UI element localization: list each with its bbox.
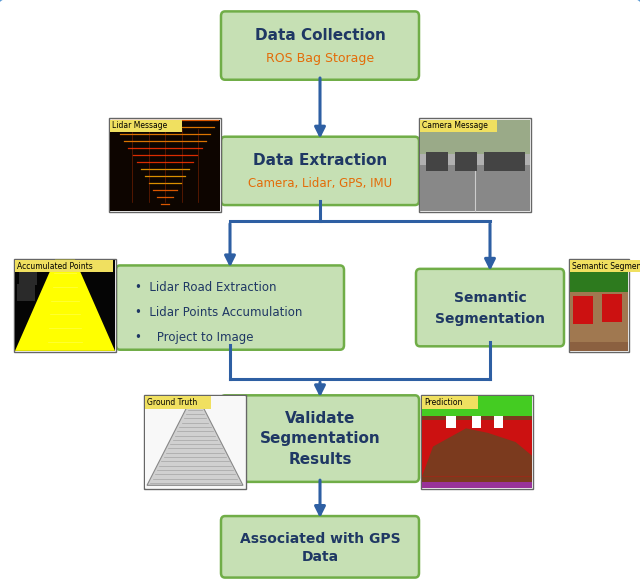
FancyBboxPatch shape bbox=[570, 292, 628, 342]
Text: Data: Data bbox=[301, 550, 339, 564]
Text: Prediction: Prediction bbox=[424, 398, 462, 407]
Text: Segmentation: Segmentation bbox=[260, 431, 380, 446]
Text: Ground Truth: Ground Truth bbox=[147, 398, 197, 407]
Text: Lidar Message: Lidar Message bbox=[112, 121, 167, 130]
Text: Segmentation: Segmentation bbox=[435, 312, 545, 326]
FancyBboxPatch shape bbox=[221, 12, 419, 80]
FancyBboxPatch shape bbox=[17, 284, 35, 301]
FancyBboxPatch shape bbox=[145, 396, 245, 487]
FancyBboxPatch shape bbox=[570, 260, 628, 292]
Text: Data Extraction: Data Extraction bbox=[253, 153, 387, 168]
Text: Data Collection: Data Collection bbox=[255, 28, 385, 43]
FancyBboxPatch shape bbox=[421, 395, 533, 489]
FancyBboxPatch shape bbox=[110, 120, 182, 132]
FancyBboxPatch shape bbox=[484, 152, 506, 171]
Text: Camera Message: Camera Message bbox=[422, 121, 488, 130]
FancyBboxPatch shape bbox=[420, 120, 530, 211]
FancyBboxPatch shape bbox=[455, 152, 477, 171]
FancyBboxPatch shape bbox=[144, 395, 246, 489]
FancyBboxPatch shape bbox=[602, 295, 622, 322]
FancyBboxPatch shape bbox=[472, 415, 481, 428]
FancyBboxPatch shape bbox=[502, 152, 525, 171]
Text: Results: Results bbox=[288, 451, 352, 467]
FancyBboxPatch shape bbox=[15, 260, 115, 351]
FancyBboxPatch shape bbox=[116, 266, 344, 350]
Polygon shape bbox=[422, 428, 532, 476]
FancyBboxPatch shape bbox=[420, 165, 530, 211]
FancyBboxPatch shape bbox=[221, 395, 419, 482]
FancyBboxPatch shape bbox=[19, 269, 37, 285]
FancyBboxPatch shape bbox=[419, 119, 531, 212]
FancyBboxPatch shape bbox=[416, 269, 564, 346]
FancyBboxPatch shape bbox=[569, 259, 629, 352]
Text: ROS Bag Storage: ROS Bag Storage bbox=[266, 52, 374, 64]
FancyBboxPatch shape bbox=[145, 396, 211, 409]
Text: Validate: Validate bbox=[285, 411, 355, 426]
Text: •  Lidar Points Accumulation: • Lidar Points Accumulation bbox=[135, 306, 302, 318]
Text: Semantic: Semantic bbox=[454, 292, 526, 306]
FancyBboxPatch shape bbox=[446, 415, 456, 428]
FancyBboxPatch shape bbox=[422, 396, 532, 487]
FancyBboxPatch shape bbox=[420, 120, 530, 154]
FancyBboxPatch shape bbox=[110, 120, 220, 211]
FancyBboxPatch shape bbox=[422, 420, 532, 476]
FancyBboxPatch shape bbox=[422, 396, 478, 409]
Text: •    Project to Image: • Project to Image bbox=[135, 331, 253, 344]
Text: Associated with GPS: Associated with GPS bbox=[240, 532, 400, 546]
Polygon shape bbox=[147, 399, 243, 485]
FancyBboxPatch shape bbox=[573, 296, 593, 324]
FancyBboxPatch shape bbox=[422, 396, 532, 417]
FancyBboxPatch shape bbox=[493, 415, 504, 428]
FancyBboxPatch shape bbox=[420, 120, 497, 132]
FancyBboxPatch shape bbox=[221, 516, 419, 578]
Text: Semantic Segmentation: Semantic Segmentation bbox=[572, 261, 640, 271]
Text: Camera, Lidar, GPS, IMU: Camera, Lidar, GPS, IMU bbox=[248, 177, 392, 190]
FancyBboxPatch shape bbox=[570, 260, 640, 272]
Polygon shape bbox=[15, 260, 115, 351]
FancyBboxPatch shape bbox=[15, 260, 113, 272]
FancyBboxPatch shape bbox=[570, 260, 628, 351]
Text: •  Lidar Road Extraction: • Lidar Road Extraction bbox=[135, 281, 276, 293]
Text: Accumulated Points: Accumulated Points bbox=[17, 261, 93, 271]
FancyBboxPatch shape bbox=[109, 119, 221, 212]
FancyBboxPatch shape bbox=[221, 137, 419, 205]
FancyBboxPatch shape bbox=[426, 152, 447, 171]
FancyBboxPatch shape bbox=[14, 259, 116, 352]
FancyBboxPatch shape bbox=[422, 482, 532, 487]
